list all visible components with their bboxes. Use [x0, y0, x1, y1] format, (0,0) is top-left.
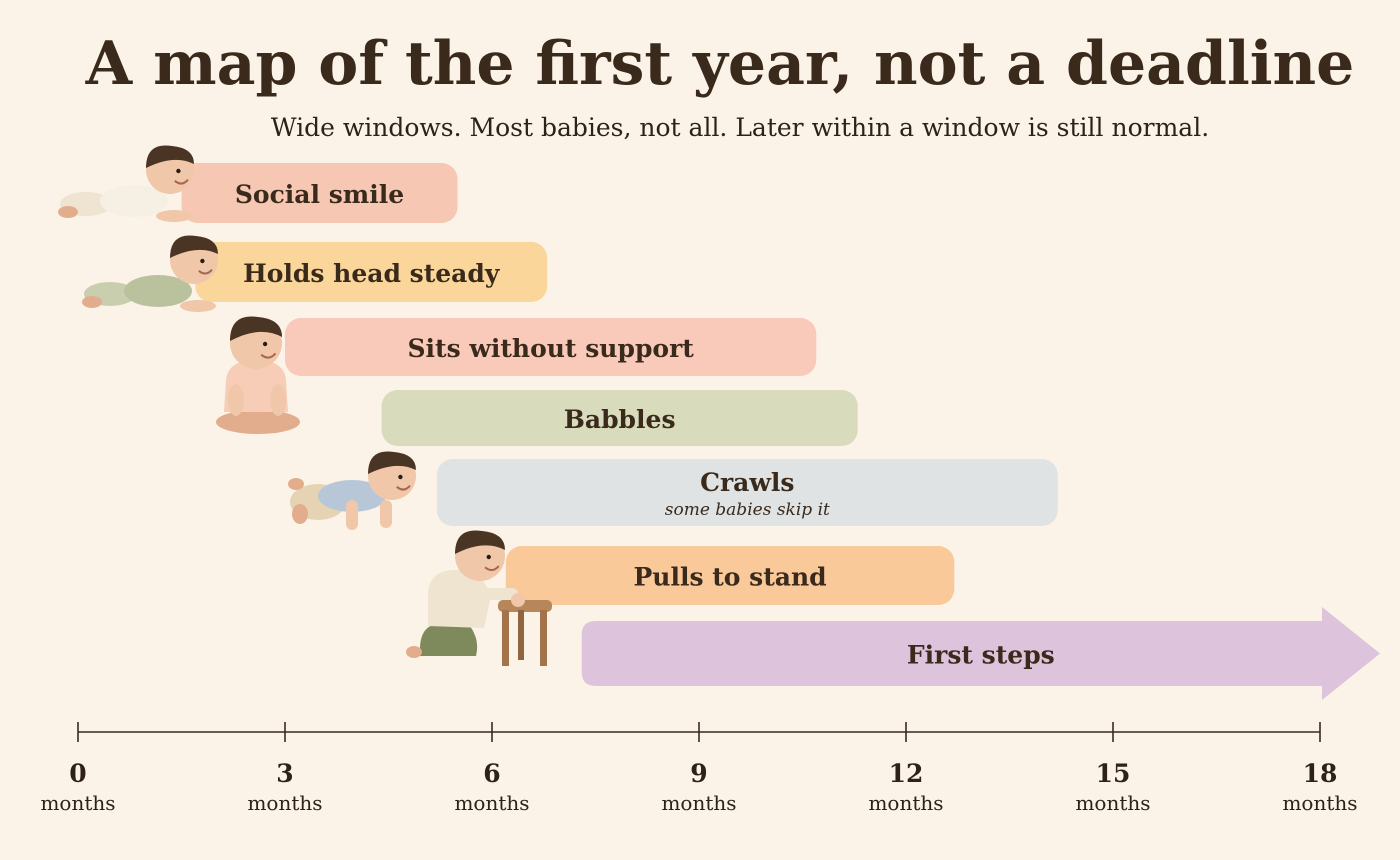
milestone-bar: Crawls some babies skip it: [436, 459, 1058, 526]
baby-sitting-icon: [216, 316, 300, 434]
milestone-bar: Holds head steady: [195, 242, 548, 302]
milestone-bar-shape: [285, 318, 817, 376]
chart-subtitle: Wide windows. Most babies, not all. Late…: [271, 113, 1209, 142]
x-tick-unit: months: [1075, 791, 1150, 815]
milestone-label: Crawls: [700, 468, 794, 497]
x-tick-label: 3: [276, 759, 293, 788]
milestone-label: Holds head steady: [243, 259, 501, 288]
baby-holding-head-icon: [82, 235, 218, 312]
x-tick-label: 9: [690, 759, 707, 788]
baby-tummy-time-icon: [58, 145, 194, 222]
baby-pulling-to-stand-icon: [406, 530, 552, 666]
milestone-bar-shape: [195, 242, 548, 302]
milestone-bar-shape: [505, 546, 955, 605]
milestone-label: Sits without support: [407, 334, 694, 363]
milestone-bar: First steps: [581, 607, 1380, 700]
milestone-label: Babbles: [564, 405, 676, 434]
x-tick-unit: months: [247, 791, 322, 815]
x-tick-label: 15: [1096, 759, 1131, 788]
x-tick-unit: months: [40, 791, 115, 815]
milestone-bar: Babbles: [381, 390, 858, 446]
x-tick-label: 6: [483, 759, 500, 788]
milestone-bars: Social smile Holds head steady Sits withou…: [181, 163, 1380, 700]
milestone-bar-shape: [436, 459, 1058, 526]
x-tick-unit: months: [1282, 791, 1357, 815]
milestone-bar-shape: [181, 163, 458, 223]
x-tick-unit: months: [661, 791, 736, 815]
baby-crawling-icon: [288, 451, 416, 530]
milestone-bar-shape: [381, 390, 858, 446]
x-tick-unit: months: [868, 791, 943, 815]
milestone-label: Pulls to stand: [633, 563, 826, 592]
milestone-bar: Sits without support: [285, 318, 817, 376]
x-tick-label: 18: [1303, 759, 1338, 788]
baby-illustrations: [58, 145, 552, 666]
x-tick-label: 0: [69, 759, 86, 788]
x-tick-unit: months: [454, 791, 529, 815]
milestone-bar: Pulls to stand: [505, 546, 955, 605]
milestone-note: some babies skip it: [665, 500, 830, 520]
milestone-bar-shape: [581, 607, 1380, 700]
milestone-label: First steps: [907, 641, 1055, 670]
chart-title: A map of the first year, not a deadline: [85, 29, 1355, 99]
milestone-label: Social smile: [235, 180, 404, 209]
x-tick-label: 12: [889, 759, 924, 788]
x-axis: 0 months 3 months 6 months 9 months 12 months 15 mo…: [40, 722, 1358, 815]
milestone-bar: Social smile: [181, 163, 458, 223]
